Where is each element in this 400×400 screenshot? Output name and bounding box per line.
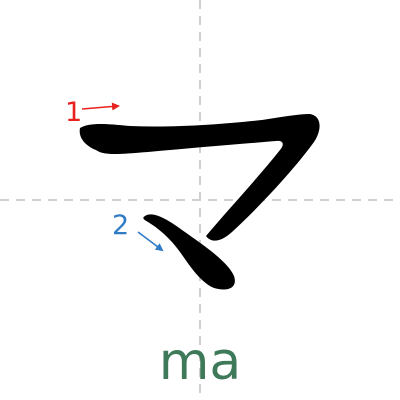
stroke-2-number: 2 bbox=[112, 210, 129, 241]
stroke-1-direction-arrow-icon bbox=[81, 102, 120, 111]
stroke-1-number: 1 bbox=[65, 97, 82, 128]
stroke-1 bbox=[79, 114, 320, 241]
stroke-2-direction-arrow-icon bbox=[137, 231, 164, 252]
stroke-2 bbox=[143, 214, 235, 290]
romaji-label: ma bbox=[158, 332, 242, 392]
